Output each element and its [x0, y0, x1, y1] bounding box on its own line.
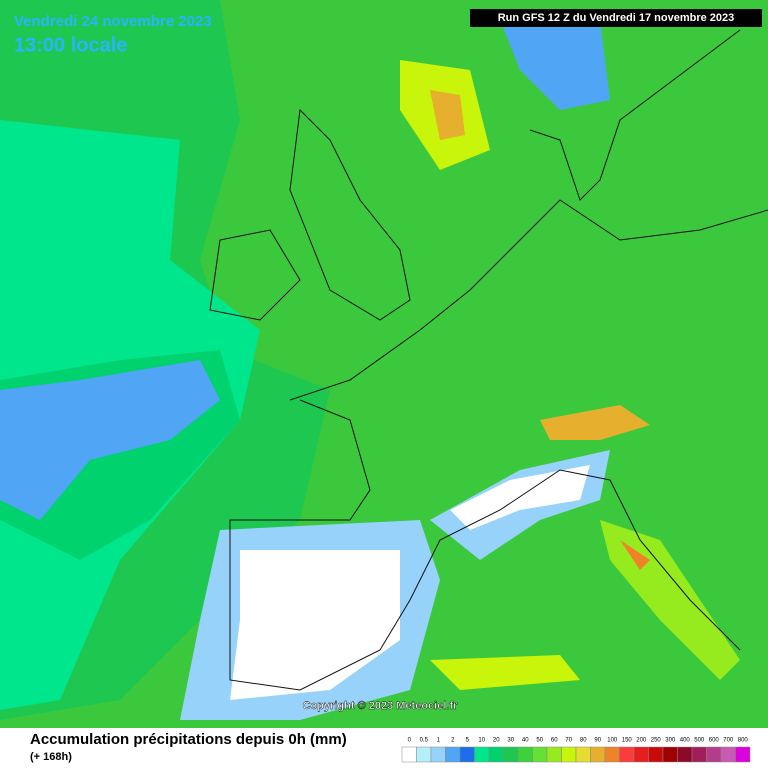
legend-swatch	[575, 746, 591, 763]
legend-swatch	[503, 746, 519, 763]
legend-label: 70	[565, 738, 572, 744]
legend-label: 20	[493, 738, 500, 744]
legend-swatch	[459, 746, 475, 763]
legend-swatch	[445, 746, 461, 763]
copyright: Copyright © 2023 Meteociel.fr	[303, 700, 459, 712]
legend-label: 60	[551, 738, 558, 744]
rain-mid	[430, 655, 580, 690]
run-box	[470, 9, 762, 27]
legend-swatch	[561, 746, 577, 763]
legend-swatch	[619, 746, 635, 763]
legend-label: 1	[437, 738, 441, 744]
rain-none	[230, 550, 400, 700]
legend-swatch	[691, 746, 707, 763]
legend-swatch	[474, 746, 490, 763]
run: Run GFS 12 Z du Vendredi 17 novembre 202…	[498, 12, 735, 24]
legend-swatch	[532, 746, 548, 763]
legend-label: 2	[451, 738, 455, 744]
legend-label: 700	[723, 738, 734, 744]
legend: 0 0.5 1 2 5 10 20 30 40 50 60 70 80 90 100 150 200 250 300…	[401, 738, 751, 763]
legend-swatch	[416, 746, 432, 763]
legend-label: 200	[636, 738, 647, 744]
legend-label: 500	[694, 738, 705, 744]
coastlines	[209, 29, 768, 691]
legend-label: 30	[507, 738, 514, 744]
legend-label: 0	[408, 738, 412, 744]
legend-label: 5	[466, 738, 470, 744]
legend-swatch	[735, 746, 751, 763]
legend-swatch	[430, 746, 446, 763]
date: Vendredi 24 novembre 2023	[14, 13, 212, 30]
legend-swatch	[590, 746, 606, 763]
legend-swatch	[604, 746, 620, 763]
footer-subtitle: (+ 168h)	[30, 751, 72, 763]
legend-swatch	[488, 746, 504, 763]
legend-swatch	[401, 746, 417, 763]
time: 13:00 locale	[14, 34, 127, 56]
legend-swatch	[517, 746, 533, 763]
rain-low	[0, 360, 220, 520]
legend-swatch	[662, 746, 678, 763]
rain-high	[620, 540, 650, 570]
legend-swatch	[720, 746, 736, 763]
legend-swatch	[648, 746, 664, 763]
legend-label: 800	[738, 738, 749, 744]
legend-label: 100	[607, 738, 618, 744]
footer-title: Accumulation précipitations depuis 0h (m…	[30, 731, 347, 748]
legend-swatch	[706, 746, 722, 763]
legend-label: 150	[622, 738, 633, 744]
rain-none	[450, 465, 590, 530]
legend-label: 250	[651, 738, 662, 744]
legend-swatch	[633, 746, 649, 763]
legend-swatch	[677, 746, 693, 763]
legend-swatch	[546, 746, 562, 763]
rain-high	[430, 90, 465, 140]
legend-label: 600	[709, 738, 720, 744]
rain-high	[540, 405, 650, 440]
legend-label: 400	[680, 738, 691, 744]
legend-label: 80	[580, 738, 587, 744]
legend-label: 90	[594, 738, 601, 744]
legend-label: 0.5	[420, 738, 429, 744]
legend-label: 300	[665, 738, 676, 744]
rain-low	[500, 20, 610, 110]
legend-label: 40	[522, 738, 529, 744]
legend-label: 10	[478, 738, 485, 744]
legend-label: 50	[536, 738, 543, 744]
